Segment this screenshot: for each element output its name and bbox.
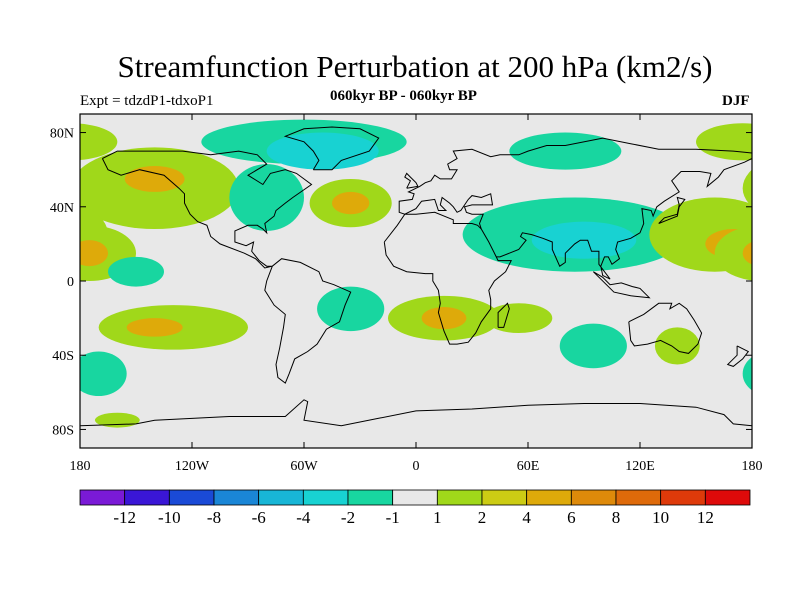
anomaly-siberia-low xyxy=(509,132,622,170)
period-label: 060kyr BP - 060kyr BP xyxy=(330,88,477,104)
anomaly-fields xyxy=(0,119,800,428)
chart-title: Streamfunction Perturbation at 200 hPa (… xyxy=(117,49,713,84)
lon-tick-label: 60W xyxy=(290,459,318,474)
colorbar-label: 10 xyxy=(652,508,669,527)
colorbar-label: 6 xyxy=(567,508,576,527)
anomaly-south-indian-low xyxy=(559,323,627,369)
lon-tick-label: 0 xyxy=(413,459,420,474)
colorbar-swatch xyxy=(526,489,572,506)
coastline-madagascar xyxy=(497,302,510,328)
colorbar-label: 2 xyxy=(478,508,487,527)
colorbar-swatch xyxy=(704,489,751,506)
colorbar-label: -10 xyxy=(158,508,181,527)
anomaly-north-pacific-high-wrap-east xyxy=(742,169,752,207)
colorbar-swatch xyxy=(615,489,662,506)
anomaly-southern-ocean-low-wrap-east xyxy=(742,357,752,391)
anomaly-south-atlantic-high-core xyxy=(421,306,467,330)
lat-tick-label: 80N xyxy=(50,127,74,142)
colorbar-label: 1 xyxy=(433,508,442,527)
anomaly-south-pacific-high-wrap-east xyxy=(771,305,800,350)
anomaly-greenland-low xyxy=(266,132,379,170)
colorbar-swatch xyxy=(481,489,528,506)
colorbar-swatch xyxy=(436,489,483,506)
colorbar: -12 -10 -8 -6 -4 -2 -1 1 2 4 6 8 10 12 xyxy=(79,489,751,527)
colorbar-swatch xyxy=(660,489,706,506)
coastlines xyxy=(80,126,752,427)
lon-tick-label: 120W xyxy=(175,459,210,474)
colorbar-label: -1 xyxy=(386,508,400,527)
anomaly-south-pacific-high-core xyxy=(126,318,183,337)
coastline-new-zealand xyxy=(726,345,750,367)
anomaly-north-america-low xyxy=(229,164,304,231)
anomaly-central-pacific-high-core xyxy=(80,240,108,267)
anomaly-arctic-high-east-wrap-west xyxy=(80,123,118,161)
coastline-antarctica xyxy=(80,399,752,427)
axis-ticks: 80N 40N 0 40S 80S 180 120W 60W 0 60E 120E 180 xyxy=(50,114,763,474)
colorbar-label: 4 xyxy=(522,508,531,527)
anomaly-southern-ocean-low xyxy=(80,351,127,397)
anomaly-australia-high-wrap-west xyxy=(0,327,28,364)
anomaly-pacific-low-east xyxy=(108,256,164,287)
lat-tick-label: 80S xyxy=(52,423,74,438)
coastline-japan xyxy=(658,196,686,224)
lat-tick-label: 0 xyxy=(67,275,74,290)
coastline-australia xyxy=(628,302,703,354)
coastline-south-america xyxy=(264,258,352,384)
coastline-greenland xyxy=(283,126,380,171)
anomaly-arctic-high-east xyxy=(696,123,752,161)
anomaly-asia-low-wrap-west xyxy=(0,198,15,272)
lon-tick-label: 60E xyxy=(517,459,540,474)
coastline-north-america xyxy=(101,150,313,269)
coastline-indonesia xyxy=(592,271,651,299)
anomaly-north-pacific-high-core xyxy=(124,165,185,192)
anomaly-central-pacific-high-core-wrap-east xyxy=(742,241,752,265)
colorbar-label: 12 xyxy=(697,508,714,527)
colorbar-swatch xyxy=(213,489,260,506)
coastline-africa-europe-asia xyxy=(383,137,752,345)
colorbar-label: 8 xyxy=(612,508,621,527)
colorbar-swatch xyxy=(258,489,304,506)
lon-tick-label: 120E xyxy=(625,459,655,474)
anomaly-north-atlantic-high-core xyxy=(332,191,370,215)
colorbar-label: -8 xyxy=(207,508,221,527)
colorbar-swatch xyxy=(302,489,349,506)
colorbar-swatch xyxy=(79,489,126,506)
colorbar-swatch xyxy=(392,489,438,506)
lat-tick-label: 40S xyxy=(52,349,74,364)
colorbar-label: -6 xyxy=(252,508,266,527)
colorbar-label: -12 xyxy=(113,508,136,527)
season-label: DJF xyxy=(722,93,750,109)
colorbar-label: -2 xyxy=(341,508,355,527)
anomaly-south-america-low xyxy=(317,286,385,332)
colorbar-swatch xyxy=(168,489,215,506)
experiment-label: Expt = tdzdP1-tdxoP1 xyxy=(80,93,214,109)
colorbar-swatch xyxy=(347,489,394,506)
coastline-uk xyxy=(404,172,419,189)
lat-tick-label: 40N xyxy=(50,201,74,216)
lon-tick-label: 180 xyxy=(742,459,763,474)
anomaly-indian-ocean-high xyxy=(485,303,553,333)
colorbar-swatch xyxy=(124,489,170,506)
colorbar-label: -4 xyxy=(296,508,311,527)
anomaly-southern-ocean-high-wrap-east xyxy=(767,413,800,428)
lon-tick-label: 180 xyxy=(70,459,91,474)
anomaly-central-pacific-high-wrap-east xyxy=(714,225,752,281)
anomaly-australia-high xyxy=(654,327,700,365)
anomaly-pacific-low-east-wrap-east xyxy=(780,257,800,287)
colorbar-swatch xyxy=(570,489,617,506)
